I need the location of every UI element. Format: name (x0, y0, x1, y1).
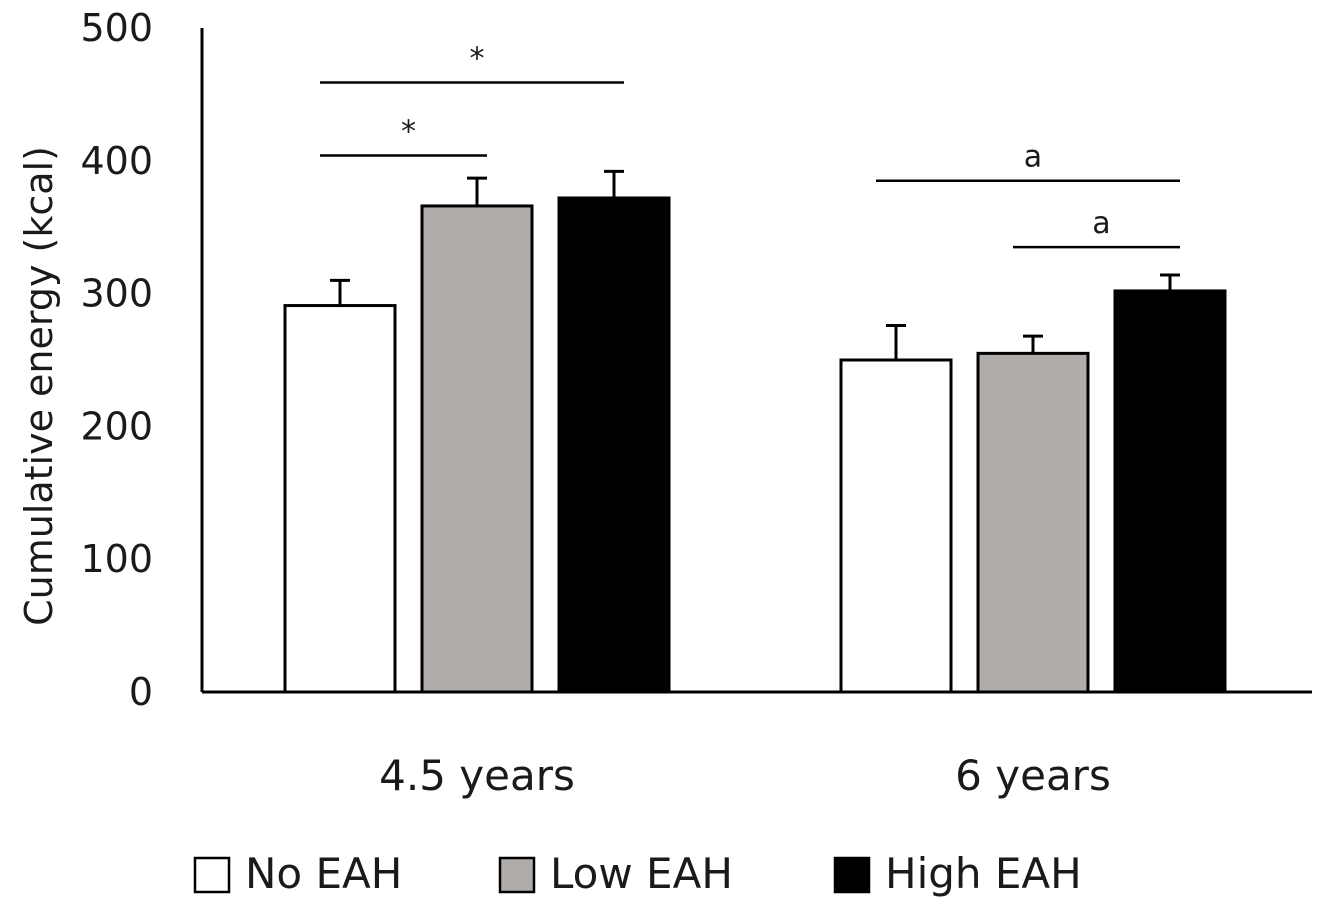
bar-no-eah (839, 358, 953, 694)
y-tick-label: 0 (129, 670, 153, 714)
significance-label: a (1092, 206, 1110, 241)
legend: No EAH Low EAH High EAH (193, 849, 1082, 898)
y-axis-title: Cumulative energy (kcal) (17, 146, 61, 626)
legend-swatch (498, 856, 536, 894)
bar-high-eah (1113, 289, 1227, 694)
significance-brackets: * * a a (320, 41, 1180, 249)
y-tick-label: 100 (80, 537, 153, 581)
axis-labels: 0 100 200 300 400 500 Cumulative energy (kcal)… (17, 6, 1111, 800)
y-tick-label: 400 (80, 139, 153, 183)
legend-label: High EAH (885, 849, 1082, 898)
bar-high-eah (557, 196, 671, 694)
legend-swatch (193, 856, 231, 894)
bar-low-eah (420, 204, 534, 694)
significance-label: a (1024, 140, 1042, 175)
bar-no-eah (283, 304, 397, 694)
bar-low-eah (976, 351, 1090, 694)
y-tick-label: 300 (80, 272, 153, 316)
legend-label: No EAH (245, 849, 402, 898)
bars (283, 169, 1227, 694)
x-tick-label: 4.5 years (379, 751, 575, 800)
significance-label: * (401, 114, 416, 149)
significance-label: * (470, 41, 485, 76)
legend-label: Low EAH (550, 849, 733, 898)
y-tick-label: 200 (80, 404, 153, 448)
x-tick-label: 6 years (955, 751, 1111, 800)
legend-swatch (833, 856, 871, 894)
y-tick-label: 500 (80, 6, 153, 50)
